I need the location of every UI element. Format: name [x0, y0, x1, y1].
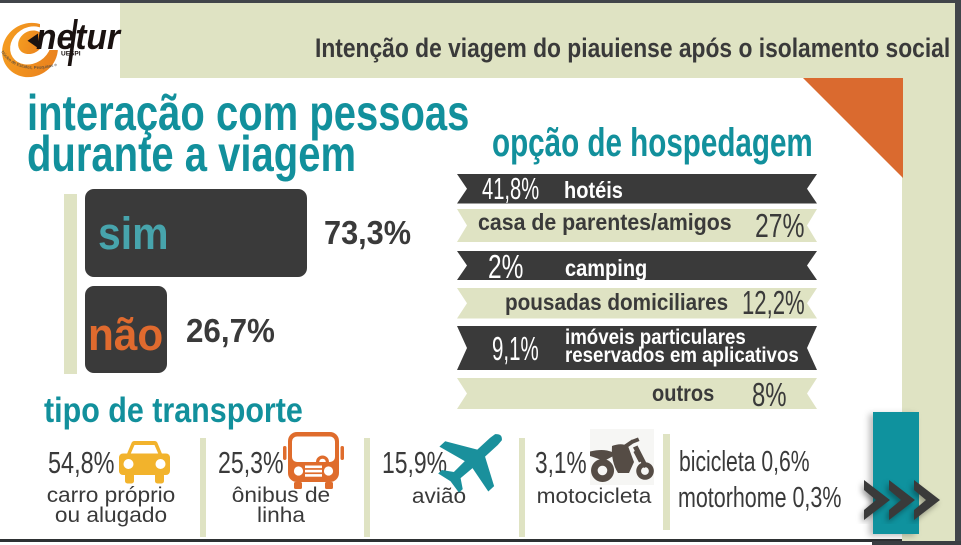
svg-text:UESPI: UESPI — [61, 51, 81, 58]
svg-text:netur: netur — [36, 16, 122, 57]
